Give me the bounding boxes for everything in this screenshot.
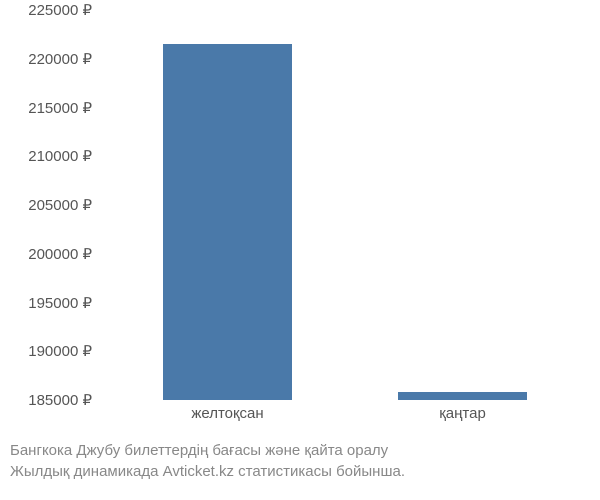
bar-january — [398, 392, 527, 400]
y-axis: 225000 ₽ 220000 ₽ 215000 ₽ 210000 ₽ 2050… — [0, 10, 100, 400]
caption-line-1: Бангкока Джубу билеттердің бағасы және қ… — [10, 440, 590, 461]
y-tick-label: 185000 ₽ — [28, 391, 92, 409]
x-tick-label: желтоқсан — [191, 405, 263, 422]
y-tick-label: 225000 ₽ — [28, 1, 92, 19]
y-tick-label: 190000 ₽ — [28, 342, 92, 360]
caption-line-2: Жылдық динамикада Avticket.kz статистика… — [10, 461, 590, 482]
chart-caption: Бангкока Джубу билеттердің бағасы және қ… — [10, 440, 590, 482]
plot-area — [110, 10, 580, 400]
y-tick-label: 200000 ₽ — [28, 245, 92, 263]
y-tick-label: 220000 ₽ — [28, 50, 92, 68]
y-tick-label: 210000 ₽ — [28, 147, 92, 165]
x-axis: желтоқсан қаңтар — [110, 405, 580, 430]
price-bar-chart: 225000 ₽ 220000 ₽ 215000 ₽ 210000 ₽ 2050… — [0, 0, 600, 500]
y-tick-label: 205000 ₽ — [28, 196, 92, 214]
y-tick-label: 215000 ₽ — [28, 99, 92, 117]
y-tick-label: 195000 ₽ — [28, 294, 92, 312]
x-tick-label: қаңтар — [439, 405, 486, 422]
bar-december — [163, 44, 292, 400]
